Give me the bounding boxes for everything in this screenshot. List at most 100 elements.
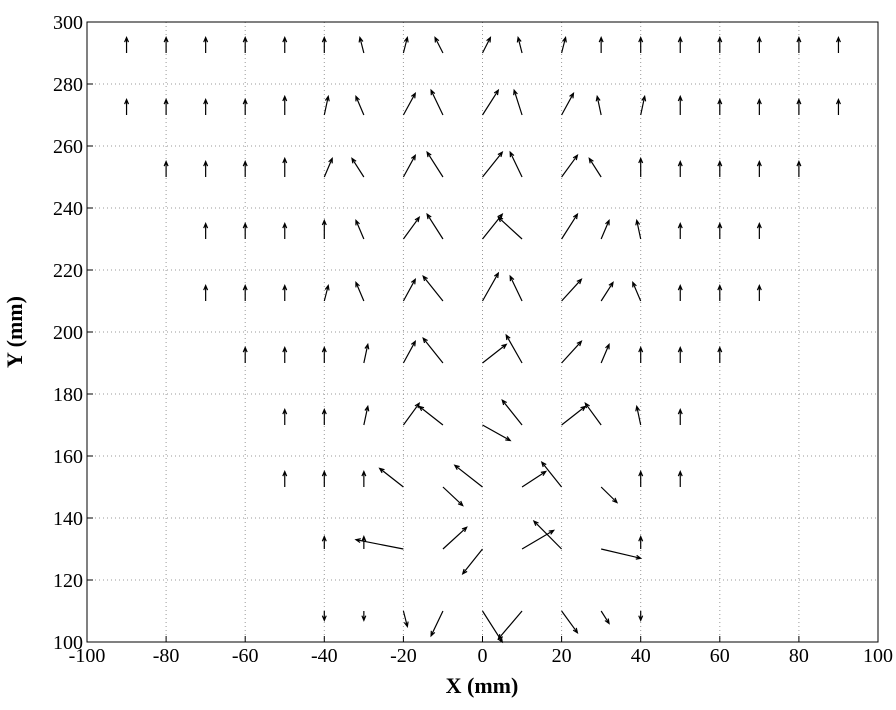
y-axis-label: Y (mm) [2, 296, 27, 368]
vector-arrow [282, 345, 288, 363]
x-tick-label: -60 [232, 645, 259, 667]
vector-arrow [638, 469, 644, 487]
x-tick-label: 20 [552, 645, 572, 667]
vector-arrow [321, 35, 327, 53]
vector-arrow [640, 94, 647, 116]
vector-arrow [321, 345, 327, 363]
vector-arrow [203, 35, 209, 53]
vector-arrow [282, 469, 288, 487]
vector-arrow [242, 283, 248, 301]
vector-arrow [242, 97, 248, 115]
x-tick-label: 100 [863, 645, 893, 667]
vector-arrow [601, 548, 643, 560]
vector-arrow [638, 535, 644, 549]
vector-arrow [163, 97, 169, 115]
vector-arrow [561, 91, 575, 116]
y-tick-label: 180 [53, 384, 83, 406]
vector-arrow [509, 150, 523, 178]
vector-arrow [835, 35, 841, 53]
plot-frame [86, 21, 879, 643]
vector-arrow [677, 159, 683, 177]
vector-arrow [532, 520, 563, 550]
y-tick-label: 140 [53, 508, 83, 530]
vector-arrow [516, 36, 523, 54]
vector-arrow [242, 221, 248, 239]
vector-arrow [242, 345, 248, 363]
vector-arrow [422, 274, 444, 302]
vector-arrow [482, 343, 508, 364]
vector-arrow [677, 94, 683, 115]
vector-arrow [756, 35, 762, 53]
vector-arrow [677, 407, 683, 425]
vector-arrow [355, 94, 365, 116]
vector-arrow [561, 340, 583, 364]
vector-arrow [561, 278, 583, 302]
vector-arrow [600, 218, 610, 240]
vector-arrow [321, 611, 327, 622]
vector-arrow [540, 460, 563, 488]
x-tick-label: -80 [153, 645, 180, 667]
vector-arrow [203, 159, 209, 177]
vector-arrow [638, 35, 644, 53]
vector-arrow [402, 153, 417, 178]
vector-arrow [756, 283, 762, 301]
vector-arrow [321, 469, 327, 487]
vector-arrow [796, 97, 802, 115]
vector-arrow [595, 94, 602, 116]
vector-arrow [635, 218, 642, 240]
vector-arrow [402, 91, 417, 116]
vector-arrow [497, 610, 523, 641]
vector-arrow [282, 94, 288, 115]
vector-arrow [561, 154, 579, 178]
vector-arrow [361, 469, 367, 487]
vector-arrow [584, 402, 602, 426]
vector-arrow [363, 404, 370, 426]
vector-arrow [505, 333, 523, 364]
vector-arrow [677, 469, 683, 487]
x-tick-label: -40 [311, 645, 338, 667]
vector-arrow [323, 284, 330, 302]
y-tick-label: 240 [53, 198, 83, 220]
y-tick-label: 260 [53, 136, 83, 158]
vector-arrow [638, 345, 644, 363]
vector-arrow [600, 281, 614, 302]
y-tick-label: 160 [53, 446, 83, 468]
vector-arrow [481, 36, 492, 54]
vector-arrow [717, 345, 723, 363]
vector-arrow [598, 35, 604, 53]
vector-arrow [513, 88, 523, 116]
vector-arrow [756, 221, 762, 239]
vector-arrow [442, 526, 468, 550]
vector-arrow [442, 486, 464, 507]
vector-arrow [321, 407, 327, 425]
vector-arrow [203, 97, 209, 115]
x-axis-label: X (mm) [446, 673, 519, 698]
vector-arrow [677, 283, 683, 301]
vector-arrow [321, 218, 327, 239]
vector-arrow [402, 36, 409, 54]
vector-arrow [282, 407, 288, 425]
vector-arrow [632, 280, 642, 302]
vector-arrow [461, 548, 483, 576]
vector-arrow [323, 156, 333, 178]
vector-arrow [242, 159, 248, 177]
vector-arrow [321, 535, 327, 549]
vector-arrow [354, 538, 404, 550]
vector-arrow [203, 221, 209, 239]
vector-arrow [430, 610, 444, 638]
vector-arrow [124, 35, 130, 53]
vector-arrow [402, 277, 417, 302]
vector-arrow [402, 610, 409, 628]
vector-arrow [434, 36, 444, 54]
vector-arrow [453, 464, 483, 488]
vector-arrow [561, 405, 587, 426]
x-tick-label: 60 [710, 645, 730, 667]
vector-arrow [561, 212, 579, 240]
vector-arrow [717, 35, 723, 53]
x-tick-label: 80 [789, 645, 809, 667]
vector-arrow [588, 157, 602, 178]
vector-arrow [521, 470, 548, 488]
vector-arrow [482, 150, 504, 178]
vector-arrow [282, 283, 288, 301]
